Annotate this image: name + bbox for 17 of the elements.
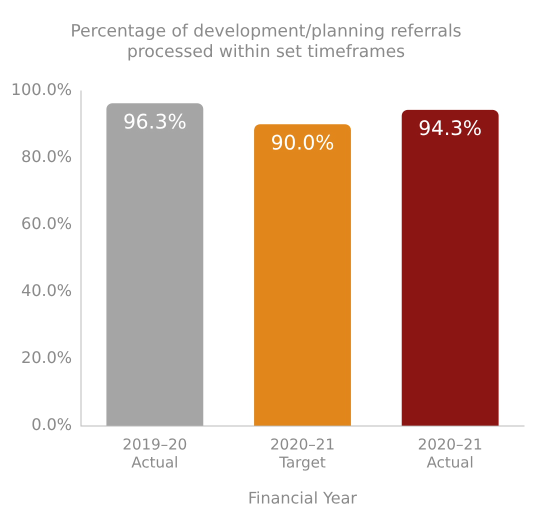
y-tick-label: 60.0%	[21, 214, 72, 233]
y-tick-label: 20.0%	[21, 348, 72, 367]
y-tick-label: 0.0%	[31, 414, 72, 434]
bar	[106, 103, 204, 426]
data-label: 94.3%	[418, 116, 482, 140]
x-tick-label: 2020–21 Target	[270, 436, 335, 472]
bar	[254, 124, 351, 426]
x-axis-title: Financial Year	[248, 488, 358, 508]
data-label: 96.3%	[123, 109, 187, 134]
y-tick-label: 80.0%	[21, 146, 72, 166]
x-tick-label: 2019–20 Actual	[122, 436, 188, 472]
y-tick-label: 100.0%	[10, 80, 72, 99]
data-label: 90.0%	[270, 130, 334, 155]
x-tick-label: 2020–21 Actual	[418, 436, 483, 472]
chart-title: Percentage of development/planning referrals processed within set timeframes	[70, 22, 462, 62]
bar	[402, 110, 499, 426]
y-tick-label: 40.0%	[21, 280, 72, 300]
